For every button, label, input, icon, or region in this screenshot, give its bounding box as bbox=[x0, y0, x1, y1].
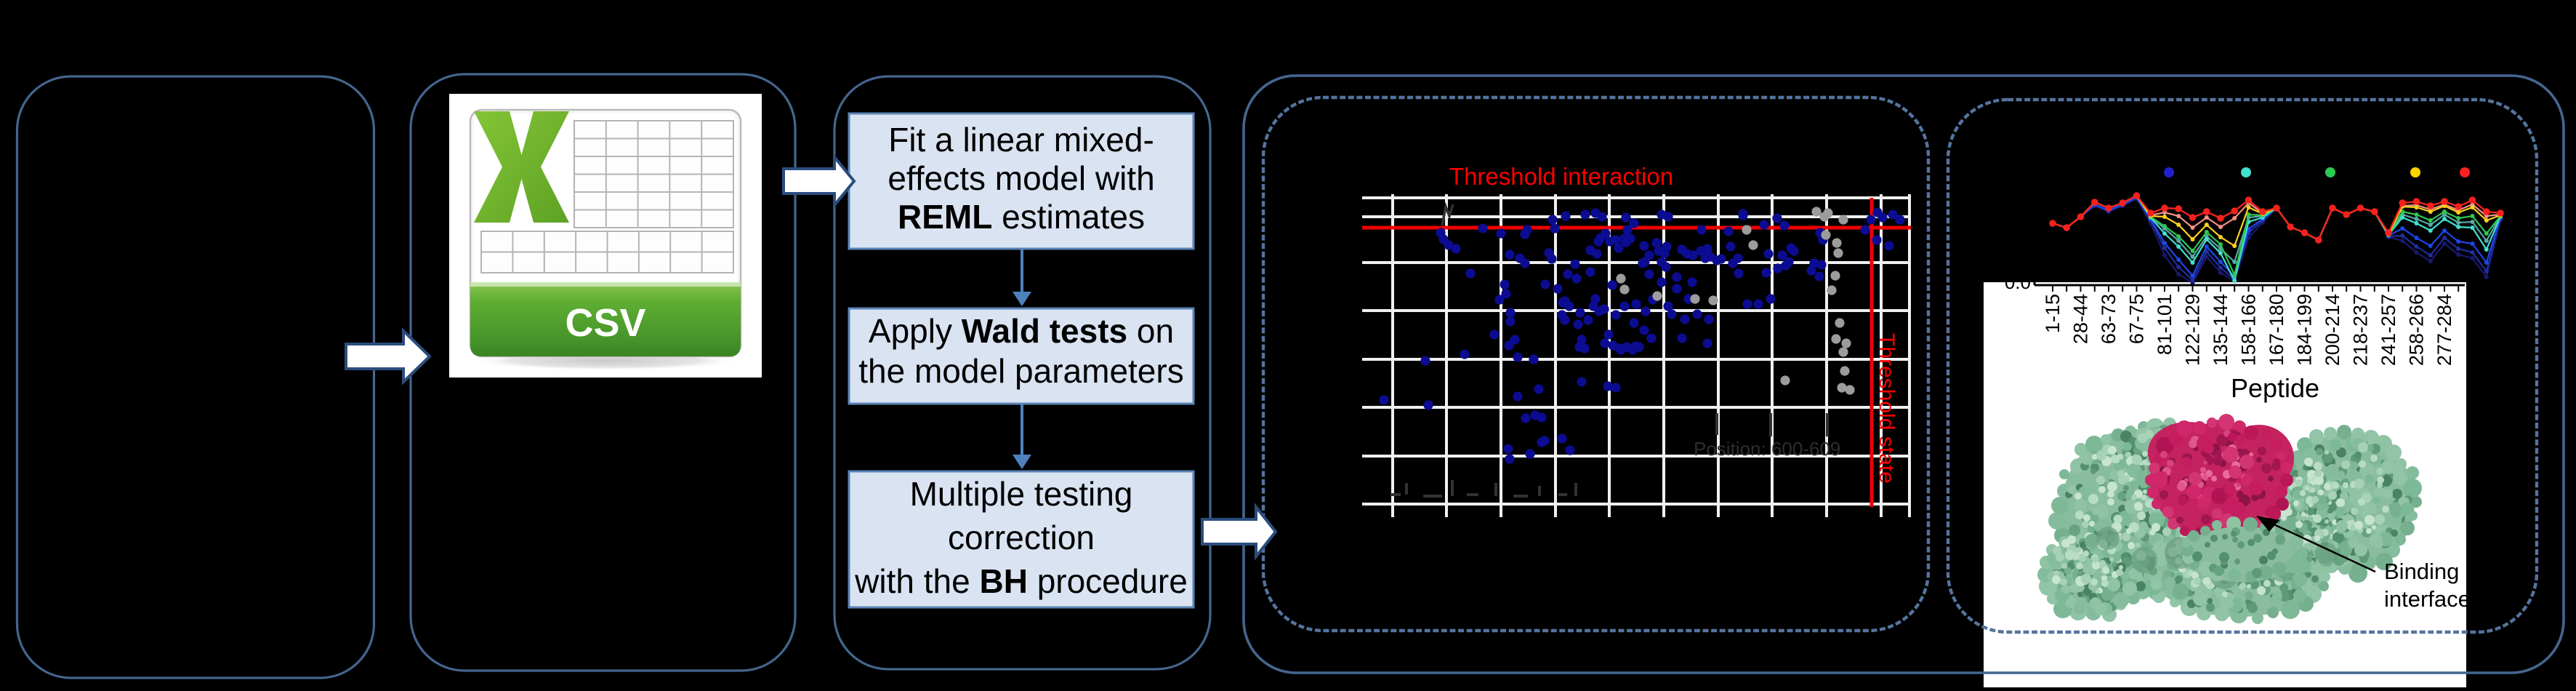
svg-text:1-15: 1-15 bbox=[2042, 294, 2064, 333]
svg-text:Binding: Binding bbox=[2384, 559, 2459, 584]
svg-text:158-166: 158-166 bbox=[2238, 294, 2260, 366]
svg-text:Position: 600-609: Position: 600-609 bbox=[1694, 438, 1840, 460]
svg-text:258-266: 258-266 bbox=[2406, 294, 2428, 366]
svg-text:277-284: 277-284 bbox=[2434, 294, 2455, 366]
svg-text:Threshold state: Threshold state bbox=[1875, 333, 1899, 484]
svg-text:Peptide: Peptide bbox=[2231, 373, 2319, 403]
svg-text:167-180: 167-180 bbox=[2266, 294, 2287, 366]
svg-text:the model parameters: the model parameters bbox=[858, 352, 1183, 390]
svg-text:Multiple testing: Multiple testing bbox=[910, 475, 1133, 513]
svg-text:Apply Wald tests on: Apply Wald tests on bbox=[869, 312, 1174, 350]
svg-text:correction: correction bbox=[948, 519, 1095, 556]
svg-text:200-214: 200-214 bbox=[2322, 294, 2343, 366]
svg-text:218-237: 218-237 bbox=[2350, 294, 2372, 366]
svg-text:interface: interface bbox=[2384, 586, 2471, 612]
svg-text:CSV: CSV bbox=[565, 301, 645, 345]
svg-text:63-73: 63-73 bbox=[2098, 294, 2120, 344]
svg-text:67-75: 67-75 bbox=[2126, 294, 2148, 344]
svg-text:with the BH procedure: with the BH procedure bbox=[854, 562, 1188, 600]
svg-text:Threshold interaction: Threshold interaction bbox=[1449, 163, 1673, 190]
svg-text:241-257: 241-257 bbox=[2378, 294, 2399, 366]
svg-text:effects model with: effects model with bbox=[887, 159, 1154, 197]
svg-text:135-144: 135-144 bbox=[2210, 294, 2231, 366]
svg-text:Fit a linear mixed-: Fit a linear mixed- bbox=[888, 121, 1154, 159]
svg-text:184-199: 184-199 bbox=[2294, 294, 2316, 366]
svg-text:81-101: 81-101 bbox=[2154, 294, 2175, 355]
svg-text:0.0: 0.0 bbox=[2005, 271, 2031, 293]
svg-text:122-129: 122-129 bbox=[2182, 294, 2204, 366]
svg-text:28-44: 28-44 bbox=[2070, 294, 2092, 344]
svg-text:REML estimates: REML estimates bbox=[898, 198, 1145, 236]
